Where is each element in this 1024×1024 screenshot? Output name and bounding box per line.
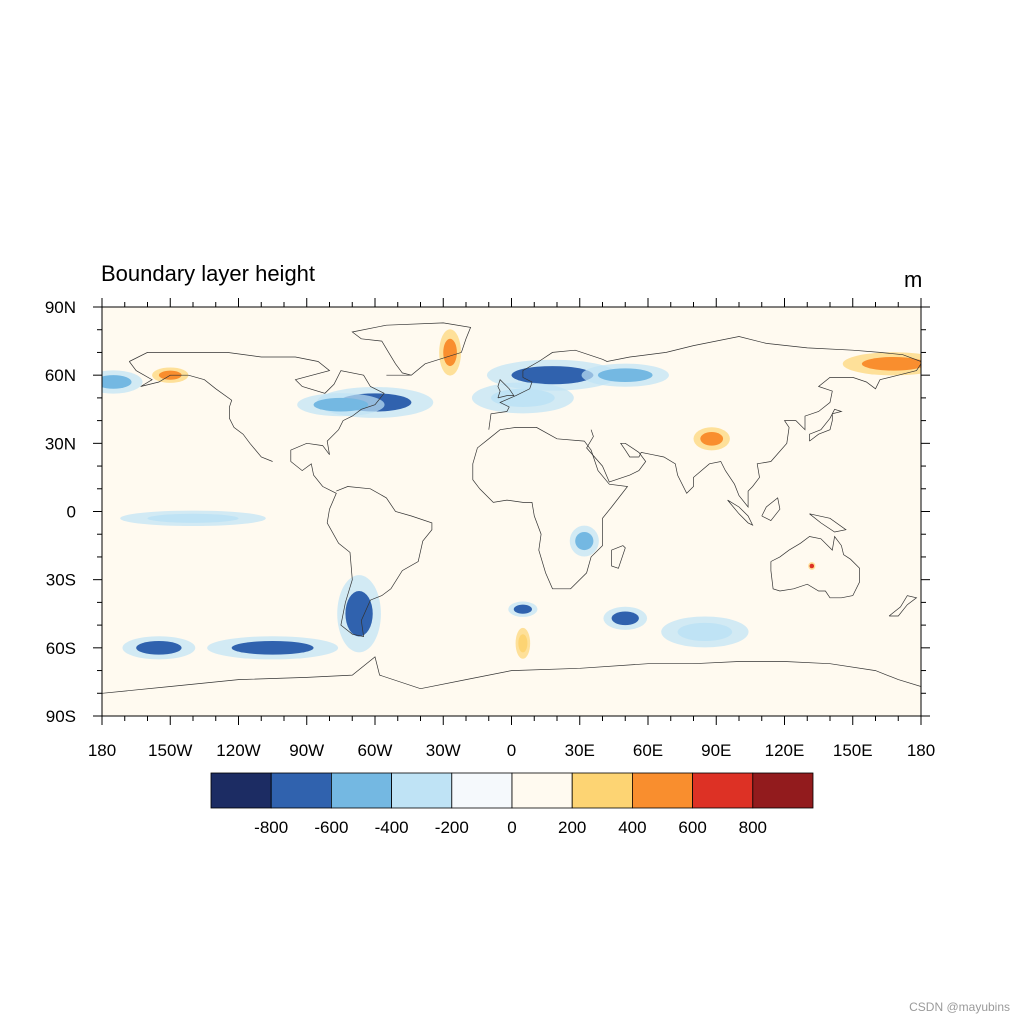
y-tick-label: 90N xyxy=(45,298,76,317)
region-7 xyxy=(231,641,314,655)
colorbar-box xyxy=(391,772,453,809)
colorbar-box xyxy=(692,772,754,809)
units-label: m xyxy=(904,267,923,292)
anomaly-regions xyxy=(102,329,921,660)
coastline-8 xyxy=(497,379,515,399)
region-11 xyxy=(575,531,594,551)
x-tick-label: 60W xyxy=(358,741,393,760)
region-15 xyxy=(861,356,921,371)
region-17 xyxy=(443,338,457,367)
region-6 xyxy=(136,641,182,655)
colorbar: -800 -600 -400 -200 0 200 400 600 800 xyxy=(210,772,814,837)
coastline-5 xyxy=(586,363,921,508)
x-tick-label: 150W xyxy=(148,741,192,760)
colorbar-box xyxy=(632,772,694,809)
colorbar-label: 800 xyxy=(739,818,767,837)
region-14 xyxy=(700,431,724,446)
region-10 xyxy=(513,604,532,614)
y-tick-label: 30N xyxy=(45,434,76,453)
coastline-13 xyxy=(761,497,781,522)
region-9 xyxy=(677,622,733,642)
watermark: CSDN @mayubins xyxy=(909,1000,1010,1014)
x-tick-label: 90W xyxy=(289,741,324,760)
coastline-2 xyxy=(351,322,472,376)
coastline-1 xyxy=(129,361,273,462)
colorbar-label: 400 xyxy=(618,818,646,837)
colorbar-box xyxy=(511,772,573,809)
region-19 xyxy=(809,563,815,569)
region-8 xyxy=(611,611,639,626)
coastline-4 xyxy=(472,427,629,590)
y-tick-label: 60S xyxy=(46,639,76,658)
x-axis: 180 150W 120W 90W 60W 30W 0 30E 60E 90E 120E 150E 18… xyxy=(88,298,935,760)
map-title: Boundary layer height xyxy=(101,261,316,286)
colorbar-label: 200 xyxy=(558,818,586,837)
x-tick-label: 150E xyxy=(833,741,873,760)
coastline-0 xyxy=(129,352,433,637)
region-4 xyxy=(491,388,555,407)
colorbar-box xyxy=(330,772,392,809)
y-tick-label: 90S xyxy=(46,707,76,726)
region-12 xyxy=(147,513,239,523)
region-3 xyxy=(597,368,653,382)
coastline-14 xyxy=(809,513,847,533)
y-tick-label: 0 xyxy=(67,503,76,522)
x-tick-label: 120E xyxy=(765,741,805,760)
region-1 xyxy=(313,397,369,412)
x-tick-label: 120W xyxy=(216,741,260,760)
x-tick-label: 180 xyxy=(907,741,935,760)
region-5 xyxy=(345,591,373,637)
colorbar-label: -600 xyxy=(314,818,348,837)
colorbar-label: -800 xyxy=(254,818,288,837)
coastline-11 xyxy=(888,595,918,617)
coastline-6 xyxy=(770,535,860,599)
colorbar-box xyxy=(210,772,272,809)
y-tick-label: 60N xyxy=(45,366,76,385)
colorbar-label: -400 xyxy=(375,818,409,837)
y-tick-label: 30S xyxy=(46,571,76,590)
colorbar-box xyxy=(752,772,814,809)
region-18 xyxy=(518,634,528,653)
region-13 xyxy=(102,375,132,389)
colorbar-label: 600 xyxy=(678,818,706,837)
x-tick-label: 60E xyxy=(633,741,663,760)
x-tick-label: 90E xyxy=(701,741,731,760)
region-2 xyxy=(511,366,594,385)
x-tick-label: 30E xyxy=(565,741,595,760)
colorbar-label: 0 xyxy=(507,818,516,837)
y-axis: 90N 60N 30N 0 30S 60S 90S xyxy=(45,298,930,726)
x-tick-label: 30W xyxy=(426,741,461,760)
colorbar-label: -200 xyxy=(435,818,469,837)
x-tick-label: 0 xyxy=(507,741,516,760)
coastline-3 xyxy=(488,336,921,430)
x-tick-label: 180 xyxy=(88,741,116,760)
coastline-12 xyxy=(727,499,754,526)
colorbar-box xyxy=(270,772,332,809)
coastline-9 xyxy=(809,408,843,442)
colorbar-box xyxy=(571,772,633,809)
coastlines xyxy=(102,322,921,694)
coastline-10 xyxy=(611,545,626,569)
coastline-7 xyxy=(102,656,921,694)
colorbar-box xyxy=(451,772,513,809)
